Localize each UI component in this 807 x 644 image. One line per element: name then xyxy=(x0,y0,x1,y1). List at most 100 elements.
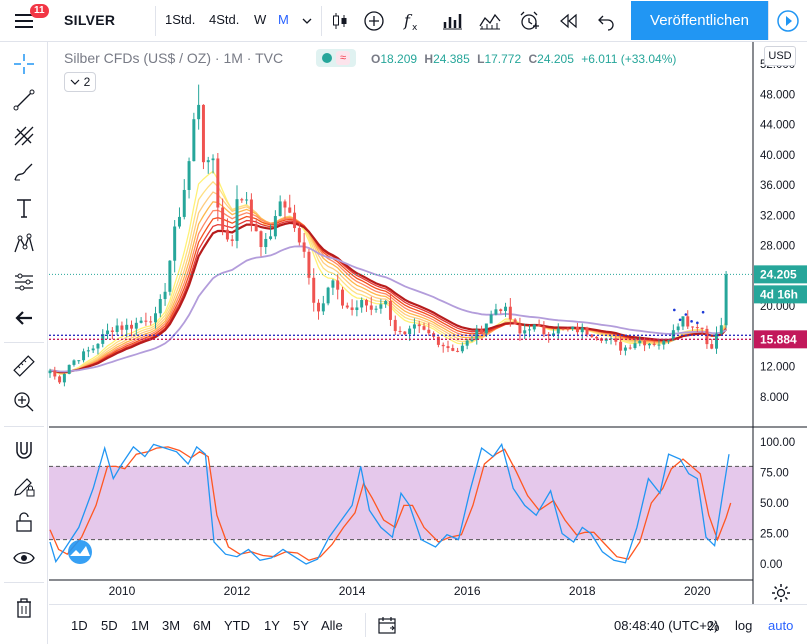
range-1y[interactable]: 1Y xyxy=(264,618,280,633)
drawing-toolbar xyxy=(0,42,48,644)
reference-lines xyxy=(49,273,753,341)
countdown-tag: 4d 16h xyxy=(760,287,798,301)
candle-body xyxy=(398,330,402,332)
pattern-tool[interactable] xyxy=(10,230,38,258)
candle-body xyxy=(341,289,344,306)
menu-icon-bar xyxy=(15,20,33,22)
range-1d[interactable]: 1D xyxy=(71,618,88,633)
lock-drawings-tool[interactable] xyxy=(10,472,38,500)
candle-body xyxy=(336,280,340,290)
candle-body xyxy=(326,287,330,304)
last-price-tag: 24.205 xyxy=(760,267,797,281)
currency-button[interactable]: USD xyxy=(764,46,796,66)
eye-icon xyxy=(13,552,35,564)
financials-button[interactable] xyxy=(438,8,466,34)
magnet-tool[interactable] xyxy=(10,436,38,464)
support-price-tag: 15.884 xyxy=(760,332,797,346)
clock-timezone[interactable]: 08:48:40 (UTC+2) xyxy=(614,618,719,633)
range-3m[interactable]: 3M xyxy=(162,618,181,633)
interval-1h[interactable]: 1Std. xyxy=(165,12,196,27)
text-tool[interactable] xyxy=(10,194,38,222)
candle-body xyxy=(120,325,124,330)
candle-body xyxy=(619,341,623,351)
candle-body xyxy=(417,324,421,327)
range-6m[interactable]: 6M xyxy=(193,618,212,633)
auto-scale-toggle[interactable]: auto xyxy=(768,618,794,633)
compare-button[interactable] xyxy=(360,8,388,34)
interval-week[interactable]: W xyxy=(254,12,267,27)
candle-body xyxy=(465,340,469,346)
candles xyxy=(48,84,728,387)
range-5d[interactable]: 5D xyxy=(101,618,118,633)
undo-button[interactable] xyxy=(591,8,619,34)
range-1m[interactable]: 1M xyxy=(131,618,150,633)
indicator-collapse-button[interactable]: 2 xyxy=(64,72,96,92)
svg-text:f: f xyxy=(403,11,413,30)
candle-body xyxy=(403,331,407,335)
candle-body xyxy=(110,330,114,332)
candle-body xyxy=(700,327,704,329)
zoom-tool[interactable] xyxy=(10,388,38,416)
moving-averages xyxy=(49,170,727,375)
wave-icon: ≈ xyxy=(336,51,350,65)
ruler-icon xyxy=(13,355,35,377)
candle-body xyxy=(614,338,618,342)
candle-body xyxy=(580,327,584,333)
range-5y[interactable]: 5Y xyxy=(293,618,309,633)
candle-body xyxy=(187,161,191,190)
symbol-legend[interactable]: Silber CFDs (US$ / OZ) · 1M · TVC xyxy=(64,50,284,66)
candle-body xyxy=(657,344,661,346)
bottom-toolbar: 1D 5D 1M 3M 6M YTD 1Y 5Y Alle 08:48:40 (… xyxy=(49,604,807,644)
log-scale-toggle[interactable]: log xyxy=(735,618,753,633)
candle-body xyxy=(269,236,273,239)
candle-body xyxy=(705,328,709,345)
publish-button[interactable]: Veröffentlichen xyxy=(631,1,768,40)
candle-body xyxy=(710,344,714,349)
remove-drawings-tool[interactable] xyxy=(10,594,38,622)
candle-body xyxy=(264,238,268,248)
play-button[interactable] xyxy=(768,1,807,40)
range-ytd[interactable]: YTD xyxy=(224,618,250,633)
visibility-tool[interactable] xyxy=(10,544,38,572)
brush-tool[interactable] xyxy=(10,158,38,186)
interval-dropdown[interactable] xyxy=(293,8,321,34)
chart-settings-button[interactable] xyxy=(770,582,792,604)
oscillator-tick-label: 0.00 xyxy=(760,559,782,571)
low-value: 17.772 xyxy=(484,52,522,66)
candle-body xyxy=(149,321,153,323)
crosshair-icon xyxy=(14,54,34,74)
candle-body xyxy=(288,207,292,213)
candle-body xyxy=(134,322,138,329)
replay-button[interactable] xyxy=(555,8,583,34)
alert-button[interactable] xyxy=(515,8,543,34)
percent-scale-toggle[interactable]: % xyxy=(707,618,720,634)
range-all[interactable]: Alle xyxy=(321,618,343,633)
candle-body xyxy=(192,119,196,162)
menu-button[interactable]: 11 xyxy=(6,4,49,36)
ruler-tool[interactable] xyxy=(10,352,38,380)
goto-date-button[interactable] xyxy=(376,614,398,636)
candle-body xyxy=(638,340,642,344)
lock-all-tool[interactable] xyxy=(10,508,38,536)
templates-icon xyxy=(479,13,501,30)
forecast-tool[interactable] xyxy=(10,268,38,296)
candle-body xyxy=(139,320,143,323)
pitchfork-tool[interactable] xyxy=(10,122,38,150)
candle-body xyxy=(422,326,426,330)
tradingview-logo xyxy=(68,540,92,564)
candle-body xyxy=(609,338,613,340)
interval-month[interactable]: M xyxy=(278,12,289,27)
crosshair-tool[interactable] xyxy=(10,50,38,78)
chart-type-button[interactable] xyxy=(326,8,354,34)
interval-4h[interactable]: 4Std. xyxy=(209,12,240,27)
symbol-search[interactable]: SILVER xyxy=(64,12,116,28)
candle-body xyxy=(259,231,263,248)
hide-toolbar-button[interactable] xyxy=(10,304,38,332)
trend-line-tool[interactable] xyxy=(10,86,38,114)
market-status-badge[interactable]: ≈ xyxy=(316,49,356,67)
candle-body xyxy=(62,373,66,383)
templates-button[interactable] xyxy=(476,8,504,34)
candle-body xyxy=(350,307,354,311)
